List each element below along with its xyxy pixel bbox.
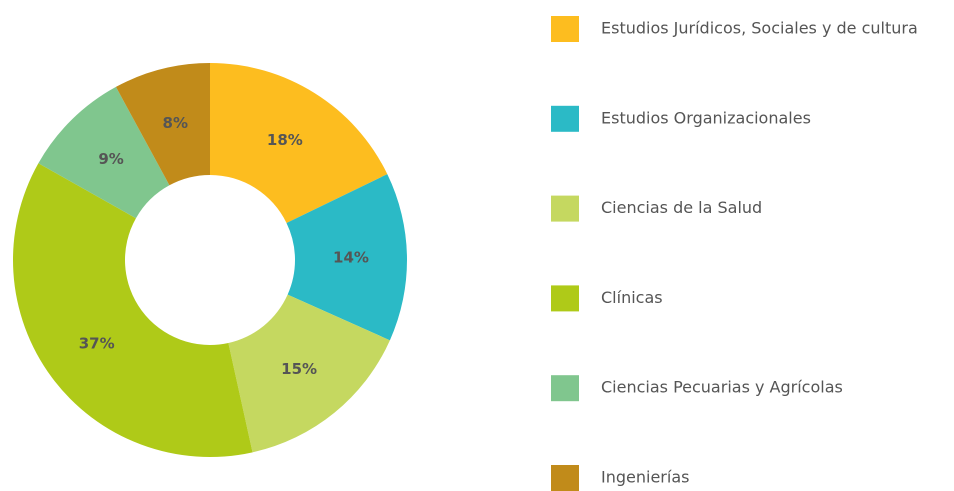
slice [12,163,253,457]
legend-swatch [551,375,579,402]
legend-swatch [551,195,579,222]
data-label: 14% [333,248,369,266]
legend-label: Estudios Jurídicos, Sociales y de cultur… [601,19,918,38]
slice [228,294,390,453]
legend-label: Ciencias Pecuarias y Agrícolas [601,378,843,397]
data-label: 9% [98,150,123,168]
data-label: 8% [163,114,188,132]
legend-swatch [551,105,579,132]
data-label: 18% [267,131,303,149]
legend-swatch [551,16,579,42]
legend-swatch [551,285,579,312]
slice [38,86,170,219]
legend-swatch [551,465,579,491]
legend-label: Ingenierías [601,468,689,487]
slice [286,174,407,341]
legend-label: Estudios Organizacionales [601,108,811,127]
legend-label: Ciencias de la Salud [601,198,762,217]
data-label: 15% [281,360,317,378]
slice [210,63,388,223]
legend-label: Clínicas [601,288,663,307]
data-label: 37% [79,334,115,352]
slice [115,63,210,186]
